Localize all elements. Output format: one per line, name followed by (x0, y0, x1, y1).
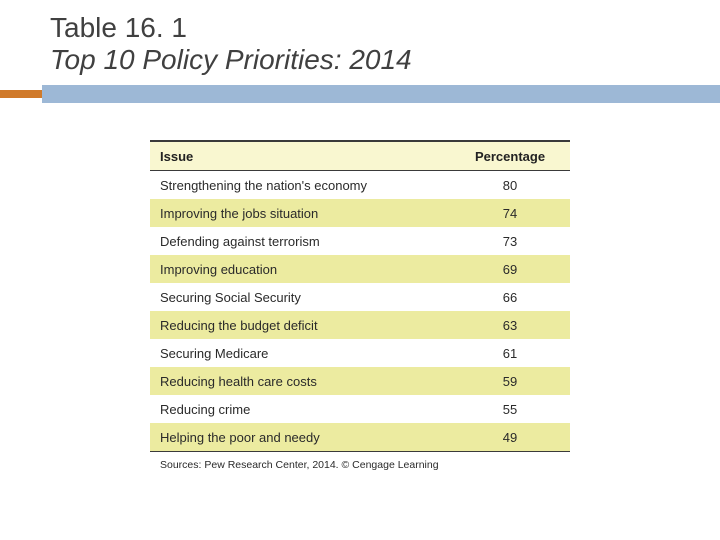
table-row: Strengthening the nation's economy 80 (150, 171, 570, 200)
table-row: Improving education 69 (150, 255, 570, 283)
table-row: Helping the poor and needy 49 (150, 423, 570, 452)
table-row: Reducing health care costs 59 (150, 367, 570, 395)
table-header-row: Issue Percentage (150, 141, 570, 171)
underline-orange-segment (0, 90, 42, 98)
table-row: Defending against terrorism 73 (150, 227, 570, 255)
cell-percentage: 63 (450, 311, 570, 339)
cell-percentage: 80 (450, 171, 570, 200)
table-row: Reducing crime 55 (150, 395, 570, 423)
cell-percentage: 49 (450, 423, 570, 452)
cell-percentage: 69 (450, 255, 570, 283)
cell-issue: Securing Medicare (150, 339, 450, 367)
cell-issue: Improving education (150, 255, 450, 283)
cell-issue: Improving the jobs situation (150, 199, 450, 227)
title-underline (0, 85, 720, 103)
cell-issue: Helping the poor and needy (150, 423, 450, 452)
cell-percentage: 59 (450, 367, 570, 395)
table-body: Strengthening the nation's economy 80 Im… (150, 171, 570, 478)
cell-issue: Reducing crime (150, 395, 450, 423)
col-header-percentage: Percentage (450, 141, 570, 171)
cell-issue: Strengthening the nation's economy (150, 171, 450, 200)
table-row: Securing Medicare 61 (150, 339, 570, 367)
cell-percentage: 66 (450, 283, 570, 311)
cell-percentage: 74 (450, 199, 570, 227)
slide-title-line1: Table 16. 1 (50, 12, 720, 44)
table-row: Improving the jobs situation 74 (150, 199, 570, 227)
cell-issue: Reducing health care costs (150, 367, 450, 395)
underline-blue-segment (42, 85, 720, 103)
policy-table: Issue Percentage Strengthening the natio… (150, 140, 570, 477)
table-row: Reducing the budget deficit 63 (150, 311, 570, 339)
cell-issue: Reducing the budget deficit (150, 311, 450, 339)
table-source-text: Sources: Pew Research Center, 2014. © Ce… (150, 452, 570, 478)
cell-issue: Securing Social Security (150, 283, 450, 311)
slide-title-block: Table 16. 1 Top 10 Policy Priorities: 20… (0, 0, 720, 76)
slide: Table 16. 1 Top 10 Policy Priorities: 20… (0, 0, 720, 540)
col-header-issue: Issue (150, 141, 450, 171)
policy-table-container: Issue Percentage Strengthening the natio… (150, 140, 570, 477)
cell-percentage: 55 (450, 395, 570, 423)
cell-percentage: 73 (450, 227, 570, 255)
cell-issue: Defending against terrorism (150, 227, 450, 255)
slide-title-line2: Top 10 Policy Priorities: 2014 (50, 44, 720, 76)
table-source-row: Sources: Pew Research Center, 2014. © Ce… (150, 452, 570, 478)
table-row: Securing Social Security 66 (150, 283, 570, 311)
cell-percentage: 61 (450, 339, 570, 367)
